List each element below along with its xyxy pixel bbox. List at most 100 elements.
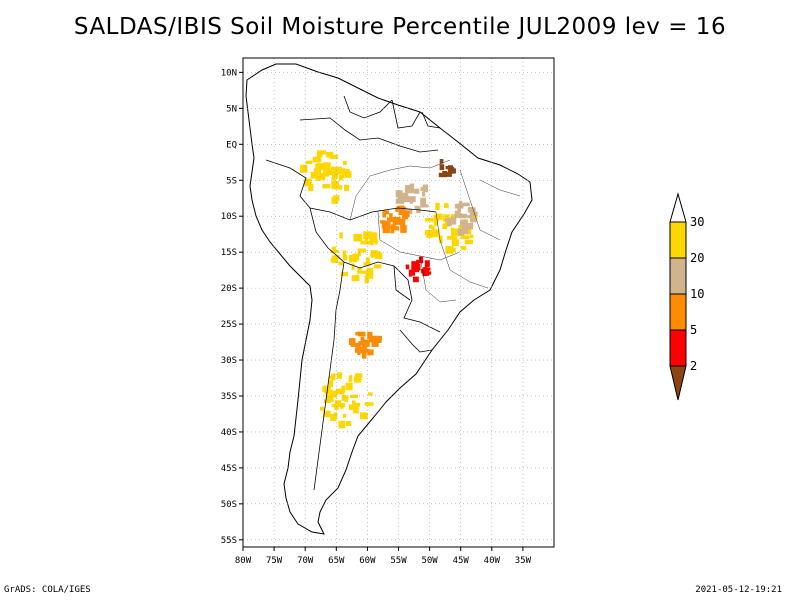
field-cell [340,271,349,277]
legend-arrow-bottom [669,365,687,401]
field-cell [348,255,353,263]
lat-tick-label: 20S [221,284,237,294]
field-cell [364,275,369,284]
field-cell [389,213,393,218]
field-cell [460,246,467,251]
field-cell [363,262,371,266]
field-cell [402,213,408,219]
field-cell [451,239,459,246]
field-cell [348,404,354,410]
field-cell [439,235,443,244]
field-cell [363,231,372,240]
field-cell [349,394,358,398]
field-cell [411,261,418,269]
field-cell [382,212,387,218]
field-cell [316,151,323,158]
field-cell [467,207,476,213]
field-cell [402,216,408,220]
field-cell [392,216,401,225]
field-cell [450,214,455,218]
field-cell [442,223,447,229]
field-cell [450,227,455,231]
field-cell [359,248,367,253]
field-cell [444,203,449,208]
field-cell [409,183,415,190]
legend-swatch [669,329,687,367]
field-cell [355,343,361,351]
field-cell [322,184,331,189]
field-cell [330,166,335,171]
field-cell [466,222,474,230]
field-cell [422,184,428,193]
field-cell [360,336,365,342]
field-cell [409,197,414,204]
field-cell [424,260,430,267]
field-cell [357,270,366,274]
field-cell [390,224,396,229]
field-cell [454,203,464,209]
legend-label: 10 [690,287,704,301]
lon-tick-label: 70W [297,556,314,566]
field-cell [402,192,408,197]
field-cell [339,232,343,239]
field-cell [333,181,337,186]
field-cell [352,253,359,261]
field-cell [324,389,333,395]
legend-swatch [669,221,687,259]
field-cell [373,264,382,269]
field-cell [461,224,467,229]
field-cell [341,385,346,393]
field-cell [362,348,370,353]
field-cell [342,414,347,418]
field-cell [461,228,469,234]
field-cell [353,234,363,242]
country-borders [265,95,441,491]
field-cell [422,191,426,197]
field-cell [362,339,370,347]
field-cell [431,225,435,233]
field-cell [342,250,347,258]
field-cell [447,236,455,240]
south-america-coastline [245,63,533,535]
field-cell [323,410,331,418]
field-cell [328,380,333,387]
field-cell [460,219,468,226]
field-cell [346,421,352,426]
field-cell [351,275,360,282]
field-cell [368,240,374,245]
field-cell [303,178,312,187]
field-cell [331,177,336,181]
field-cell [467,215,472,219]
soil-moisture-field [300,150,478,429]
field-cell [360,412,368,420]
field-cell [357,351,361,355]
state-borders [349,159,521,303]
lat-tick-label: 10N [221,68,237,78]
field-cell [351,263,355,270]
field-cell [335,388,345,395]
field-cell [469,211,478,217]
field-cell [358,341,365,346]
field-cell [433,229,440,237]
field-cell [366,268,370,273]
field-cell [438,172,443,178]
field-cell [433,214,437,223]
lat-tick-label: 30S [221,356,237,366]
field-cell [423,271,432,275]
lat-tick-label: 5N [226,104,237,114]
field-cell [345,382,353,391]
field-cell [439,164,445,171]
field-cell [382,210,389,214]
lat-tick-label: 40S [221,428,237,438]
field-cell [341,394,346,401]
field-cell [390,226,395,234]
field-cell [453,236,457,243]
field-cell [411,267,419,273]
field-cell [445,166,449,170]
field-cell [369,232,378,240]
legend-label: 20 [690,251,704,265]
field-cell [344,171,352,178]
field-cell [371,340,379,347]
field-cell [321,173,326,181]
